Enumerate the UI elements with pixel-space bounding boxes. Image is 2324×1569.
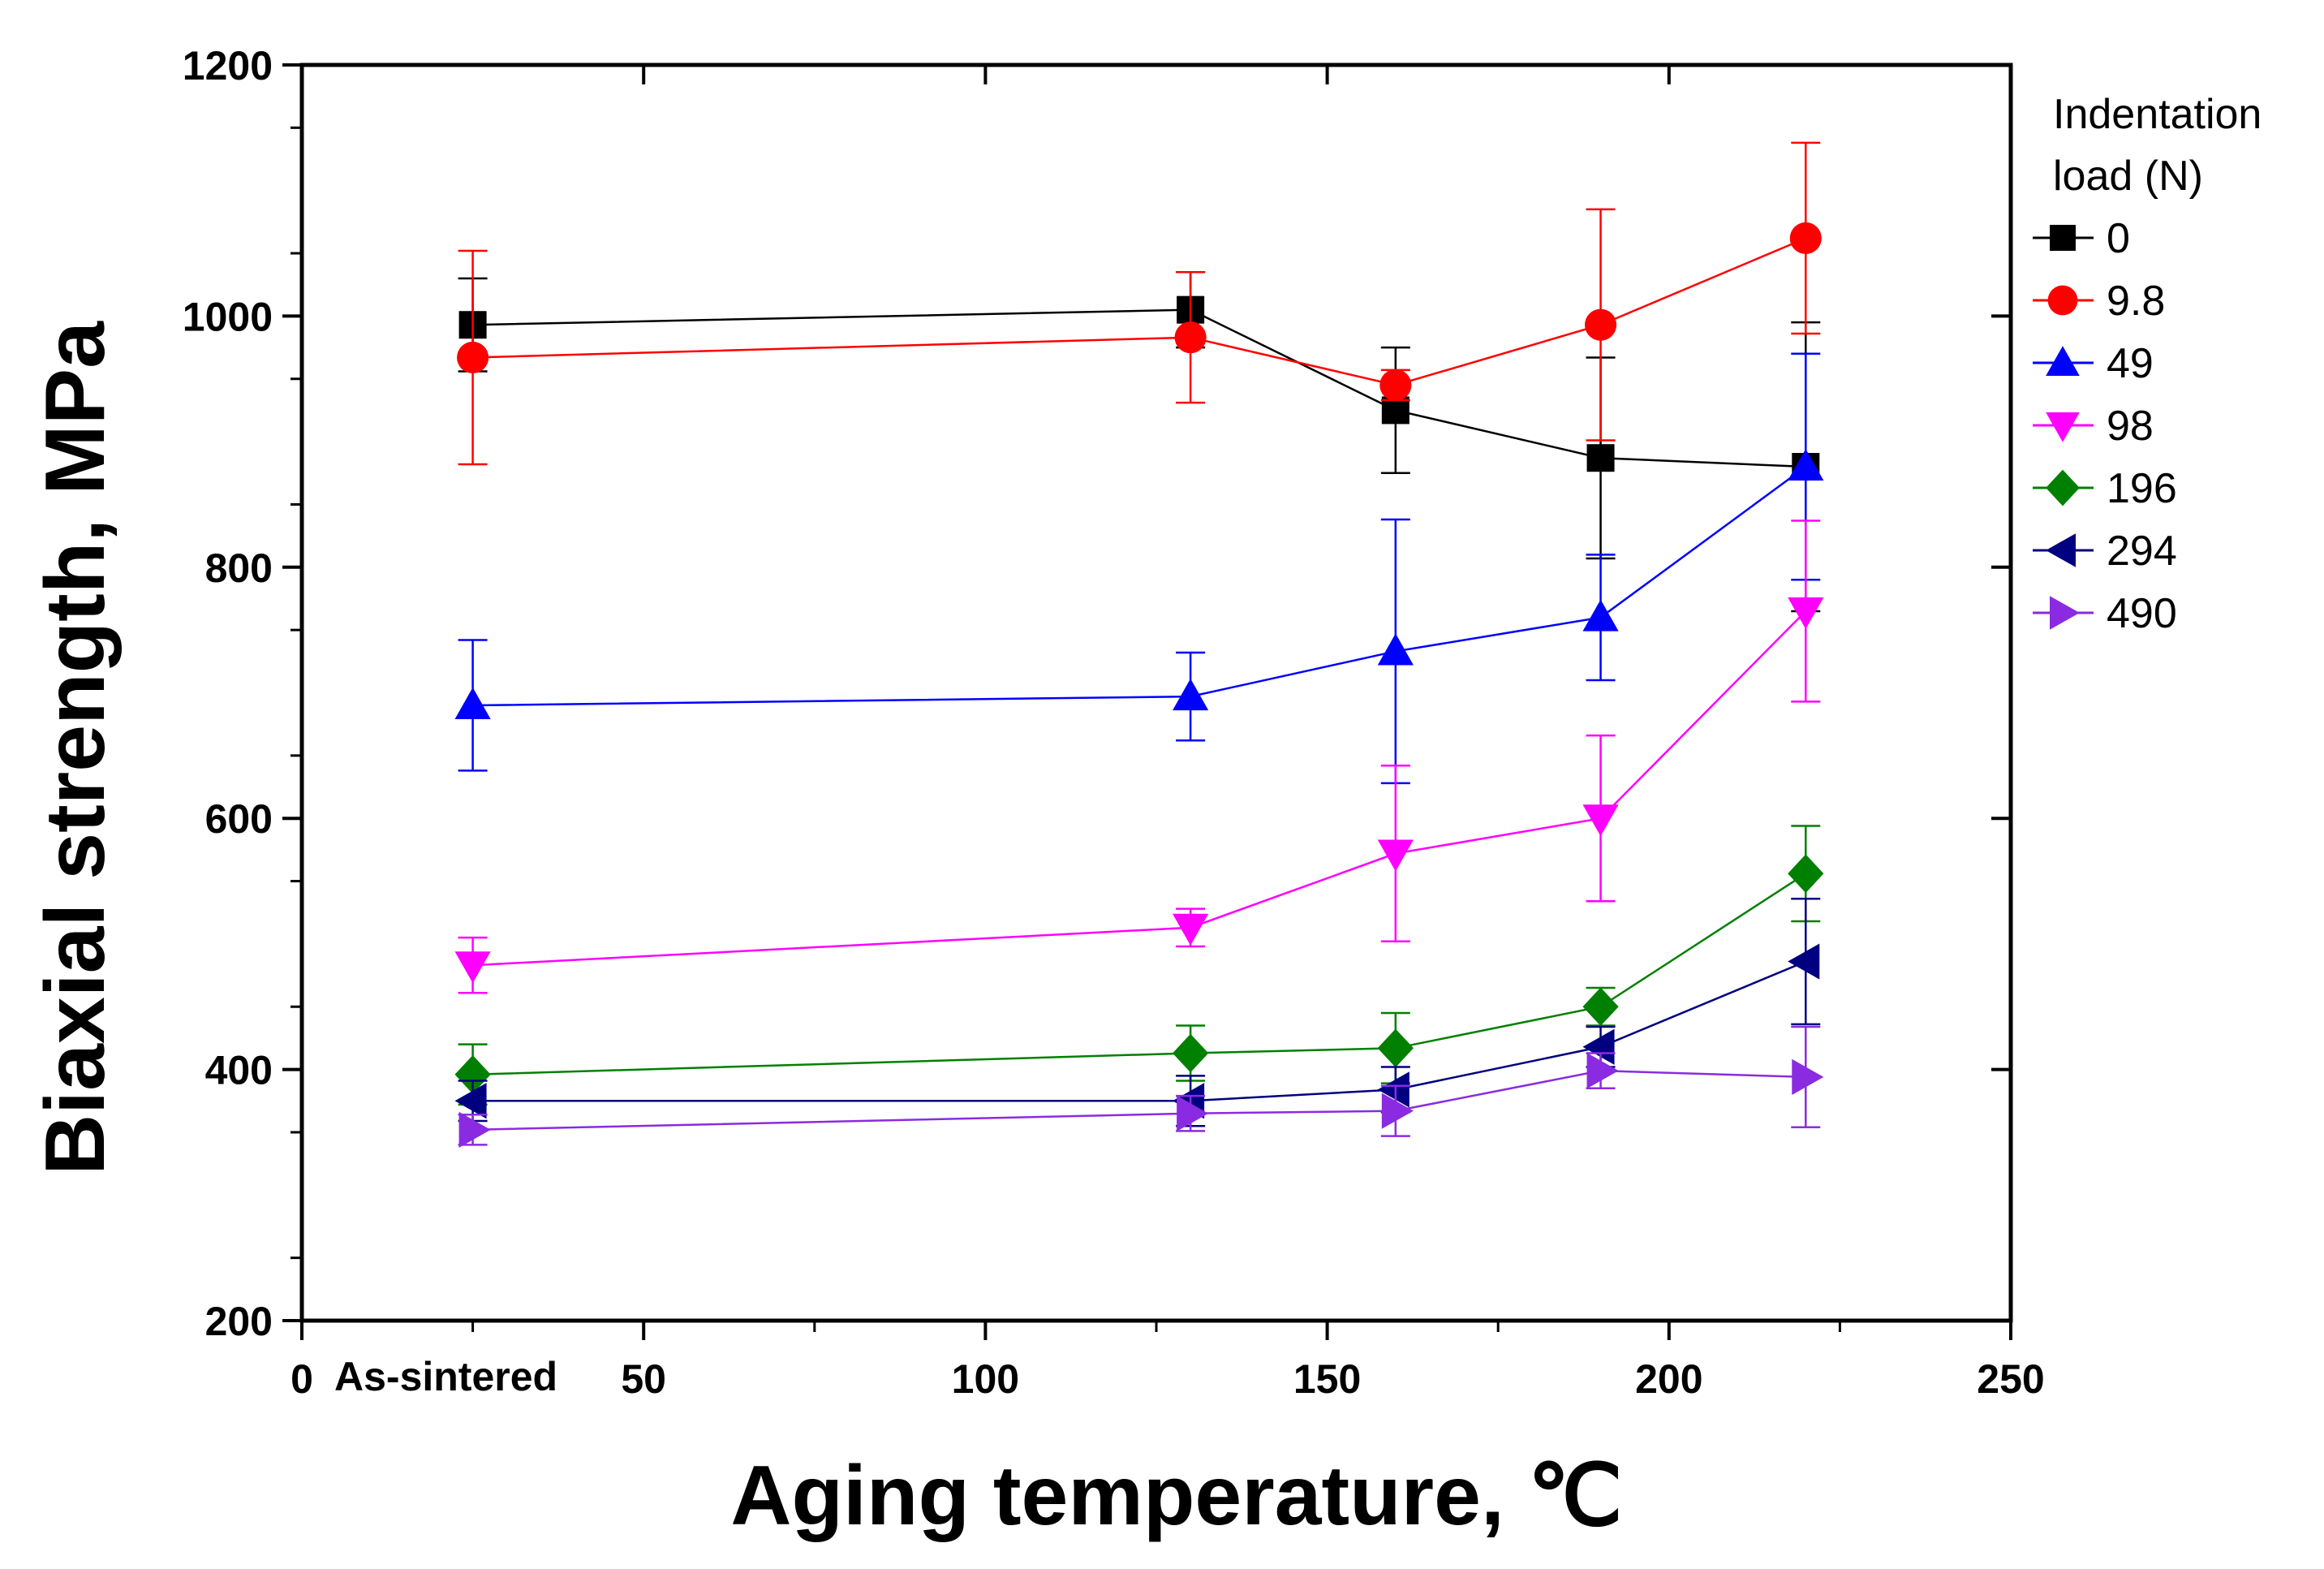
data-point [1586, 444, 1615, 472]
data-point [1792, 1058, 1824, 1095]
series-line [472, 610, 1807, 967]
data-point [1177, 1095, 1209, 1131]
x-tick-label: 250 [1977, 1356, 2044, 1402]
legend-marker [2046, 469, 2080, 506]
legend-label: 0 [2107, 215, 2130, 262]
x-axis-title: Aging temperature, ℃ [730, 1449, 1622, 1543]
series-196 [454, 825, 1824, 1106]
legend-label: 9.8 [2107, 278, 2165, 325]
series-49 [454, 352, 1824, 785]
y-axis-title: Biaxial strength, MPa [28, 321, 123, 1175]
series-line [472, 960, 1806, 1102]
legend-marker [2047, 285, 2078, 316]
legend-title-line-1: Indentation [2053, 91, 2262, 138]
data-point [1174, 321, 1207, 354]
series-294 [454, 897, 1821, 1127]
plot-area-series [454, 141, 1824, 1148]
legend-marker [2046, 346, 2080, 376]
legend-label: 490 [2107, 590, 2177, 637]
data-point [1788, 448, 1824, 481]
data-point [1582, 987, 1619, 1027]
data-point [1582, 599, 1619, 631]
data-point [1173, 1033, 1209, 1073]
y-tick-label: 600 [205, 796, 273, 842]
data-point [1173, 913, 1209, 946]
data-point [1377, 839, 1414, 872]
legend-marker [2050, 596, 2080, 630]
data-point [1788, 854, 1824, 894]
data-point [458, 1111, 491, 1148]
legend-title-line-2: load (N) [2053, 153, 2203, 200]
series-98 [454, 519, 1824, 994]
data-point [1377, 633, 1414, 666]
data-point [457, 341, 489, 374]
series-490 [458, 1025, 1824, 1148]
data-point [1377, 1028, 1414, 1068]
legend-marker [2046, 533, 2076, 567]
y-tick-label: 800 [205, 545, 273, 591]
legend: Indentation load (N) 0 9.8 49 98 196 294 490 [2033, 91, 2262, 637]
legend-marker [2046, 412, 2080, 442]
data-point [454, 951, 491, 984]
data-point [1788, 597, 1824, 630]
annotation-as-sintered: As-sintered [334, 1354, 557, 1399]
y-tick-label: 400 [205, 1048, 273, 1093]
series-line [472, 466, 1807, 707]
legend-label: 98 [2107, 403, 2154, 450]
y-tick-label: 200 [205, 1299, 273, 1344]
data-point [454, 1054, 491, 1094]
x-tick-label: 200 [1635, 1356, 1702, 1402]
data-point [1789, 222, 1822, 255]
data-point [1381, 1093, 1414, 1129]
legend-marker [2050, 225, 2076, 251]
x-tick-label: 150 [1293, 1356, 1361, 1402]
data-point [1582, 804, 1619, 837]
legend-label: 196 [2107, 465, 2177, 512]
legend-label: 49 [2107, 340, 2154, 387]
x-tick-label: 100 [952, 1356, 1019, 1402]
data-point [454, 1083, 487, 1119]
data-point [454, 687, 491, 719]
y-tick-label: 1000 [183, 294, 273, 339]
data-point [1377, 1071, 1409, 1108]
data-point [1585, 308, 1617, 341]
x-tick-label: 0 [290, 1356, 313, 1402]
data-point [1788, 943, 1820, 980]
data-point [1586, 1053, 1619, 1089]
data-point [1379, 369, 1412, 402]
data-point [1582, 1028, 1615, 1065]
data-point [1173, 679, 1209, 711]
plot-frame [299, 63, 2013, 1323]
axes: 0 50 100 150 200 250 200 400 600 800 1000 1200 [183, 43, 2045, 1402]
legend-label: 294 [2107, 528, 2177, 575]
series-9_8 [457, 141, 1822, 466]
y-tick-label: 1200 [183, 43, 273, 88]
x-tick-label: 50 [621, 1356, 666, 1402]
